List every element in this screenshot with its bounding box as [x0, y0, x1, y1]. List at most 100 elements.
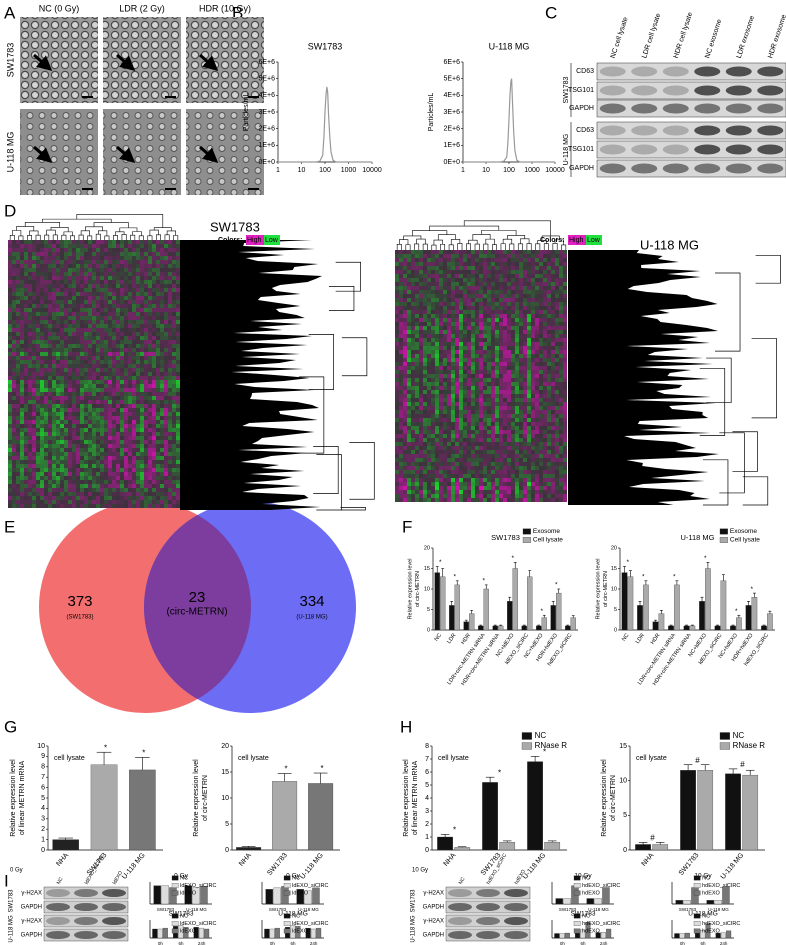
heatmap-cell: [112, 392, 116, 396]
heatmap-cell: [112, 448, 116, 452]
heatmap-cell: [100, 456, 104, 460]
heatmap-cell: [539, 426, 543, 430]
heatmap-cell: [551, 310, 555, 314]
heatmap-cell: [52, 456, 56, 460]
heatmap-cell: [467, 362, 471, 366]
heatmap-cell: [551, 414, 555, 418]
heatmap-cell: [124, 468, 128, 472]
heatmap-cell: [44, 428, 48, 432]
heatmap-cell: [515, 266, 519, 270]
heatmap-cell: [84, 300, 88, 304]
heatmap-cell: [24, 384, 28, 388]
heatmap-cell: [515, 414, 519, 418]
heatmap-cell: [419, 282, 423, 286]
heatmap-cell: [116, 356, 120, 360]
heatmap-cell: [459, 310, 463, 314]
heatmap-cell: [60, 396, 64, 400]
heatmap-cell: [535, 294, 539, 298]
heatmap-cell: [12, 336, 16, 340]
heatmap-cell: [116, 476, 120, 480]
heatmap-cell: [507, 314, 511, 318]
heatmap-cell: [112, 340, 116, 344]
heatmap-cell: [92, 300, 96, 304]
heatmap-cell: [48, 476, 52, 480]
heatmap-cell: [463, 310, 467, 314]
heatmap-cell: [84, 352, 88, 356]
heatmap-cell: [539, 398, 543, 402]
heatmap-cell: [28, 488, 32, 492]
heatmap-cell: [463, 370, 467, 374]
heatmap-cell: [96, 388, 100, 392]
heatmap-cell: [32, 432, 36, 436]
heatmap-cell: [24, 276, 28, 280]
heatmap-cell: [28, 404, 32, 408]
heatmap-cell: [88, 480, 92, 484]
heatmap-cell: [32, 380, 36, 384]
heatmap-cell: [164, 452, 168, 456]
heatmap-cell: [152, 308, 156, 312]
heatmap-cell: [475, 358, 479, 362]
heatmap-cell: [523, 250, 527, 254]
heatmap-cell: [152, 468, 156, 472]
heatmap-cell: [52, 460, 56, 464]
dendrogram: [95, 233, 101, 240]
heatmap-cell: [503, 414, 507, 418]
heatmap-cell: [160, 356, 164, 360]
heatmap-cell: [551, 410, 555, 414]
heatmap-cell: [463, 294, 467, 298]
heatmap-cell: [160, 384, 164, 388]
heatmap-cell: [475, 314, 479, 318]
heatmap-cell: [152, 296, 156, 300]
heatmap-cell: [84, 252, 88, 256]
heatmap-cell: [76, 408, 80, 412]
heatmap-cell: [140, 272, 144, 276]
heatmap-cell: [140, 280, 144, 284]
heatmap-cell: [44, 272, 48, 276]
heatmap-cell: [475, 426, 479, 430]
heatmap-cell: [36, 504, 40, 508]
heatmap-cell: [463, 286, 467, 290]
heatmap-cell: [431, 422, 435, 426]
heatmap-cell: [64, 396, 68, 400]
heatmap-cell: [60, 304, 64, 308]
heatmap-cell: [8, 312, 12, 316]
heatmap-cell: [36, 276, 40, 280]
heatmap-cell: [164, 488, 168, 492]
heatmap-cell: [423, 418, 427, 422]
heatmap-cell: [64, 272, 68, 276]
heatmap-cell: [423, 402, 427, 406]
heatmap-cell: [475, 366, 479, 370]
heatmap-cell: [427, 310, 431, 314]
heatmap-cell: [68, 416, 72, 420]
heatmap-cell: [164, 472, 168, 476]
heatmap-cell: [415, 414, 419, 418]
heatmap-cell: [499, 342, 503, 346]
heatmap-cell: [539, 402, 543, 406]
heatmap-cell: [475, 322, 479, 326]
heatmap-cell: [459, 354, 463, 358]
heatmap-cell: [443, 422, 447, 426]
heatmap-cell: [511, 410, 515, 414]
heatmap-cell: [96, 316, 100, 320]
heatmap-cell: [84, 308, 88, 312]
heatmap-cell: [40, 268, 44, 272]
heatmap-cell: [96, 492, 100, 496]
heatmap-cell: [519, 330, 523, 334]
heatmap-cell: [64, 268, 68, 272]
heatmap-cell: [415, 430, 419, 434]
heatmap-cell: [551, 398, 555, 402]
heatmap-cell: [551, 366, 555, 370]
heatmap-cell: [491, 426, 495, 430]
heatmap-cell: [168, 344, 172, 348]
heatmap-cell: [128, 344, 132, 348]
heatmap-cell: [467, 266, 471, 270]
heatmap-cell: [32, 464, 36, 468]
heatmap-cell: [40, 280, 44, 284]
heatmap-cell: [72, 400, 76, 404]
heatmap-cell: [176, 352, 180, 356]
heatmap-cell: [48, 396, 52, 400]
heatmap-cell: [515, 310, 519, 314]
heatmap-cell: [527, 394, 531, 398]
heatmap-cell: [435, 322, 439, 326]
heatmap-cell: [104, 388, 108, 392]
